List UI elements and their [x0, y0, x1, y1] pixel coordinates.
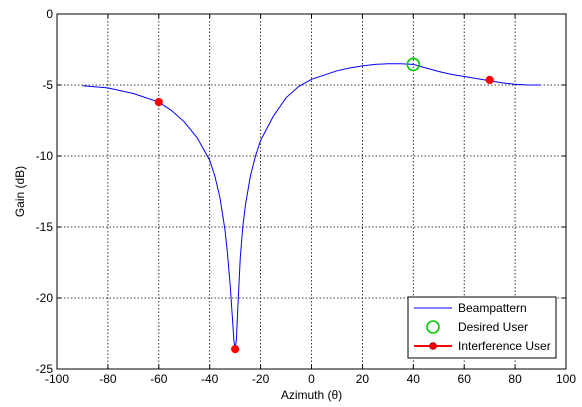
legend-label: Interference User: [458, 339, 551, 353]
y-tick-label: -5: [42, 78, 53, 92]
tick-layer: -100 -80 -60 -40 -20 0 20 40 60 80 100 0 -5 -10 -15 -20…: [36, 7, 577, 386]
legend-label: Beampattern: [458, 301, 527, 315]
y-tick-label: -10: [36, 149, 54, 163]
legend-swatch-desired-user: [426, 320, 440, 334]
y-tick-label: -20: [36, 291, 54, 305]
interference-user-marker: [485, 75, 494, 85]
legend-label: Desired User: [458, 320, 528, 334]
y-tick-label: -15: [36, 220, 54, 234]
x-tick-label: -40: [201, 372, 219, 386]
interference-user-marker: [231, 345, 240, 354]
x-tick-label: 100: [556, 372, 576, 386]
x-tick-label: -60: [150, 372, 168, 386]
beampattern-line: [82, 63, 541, 350]
x-tick-label: 0: [308, 372, 315, 386]
x-tick-label: -20: [252, 372, 270, 386]
desired-user-marker: [406, 57, 421, 72]
y-tick-label: 0: [46, 7, 53, 21]
y-tick-label: -25: [36, 362, 54, 376]
y-axis-label: Gain (dB): [13, 166, 27, 217]
legend: Beampattern Desired User Interference User: [407, 296, 557, 359]
x-tick-label: 80: [508, 372, 522, 386]
x-tick-label: 40: [407, 372, 421, 386]
x-tick-label: 20: [356, 372, 370, 386]
x-axis-label: Azimuth (θ): [281, 388, 342, 402]
x-tick-label: 60: [458, 372, 472, 386]
interference-user-marker: [154, 97, 163, 107]
x-tick-label: -80: [99, 372, 117, 386]
legend-swatch-interference-marker: [429, 342, 437, 350]
series-layer: [82, 57, 541, 354]
x-tick-label: -100: [45, 372, 69, 386]
